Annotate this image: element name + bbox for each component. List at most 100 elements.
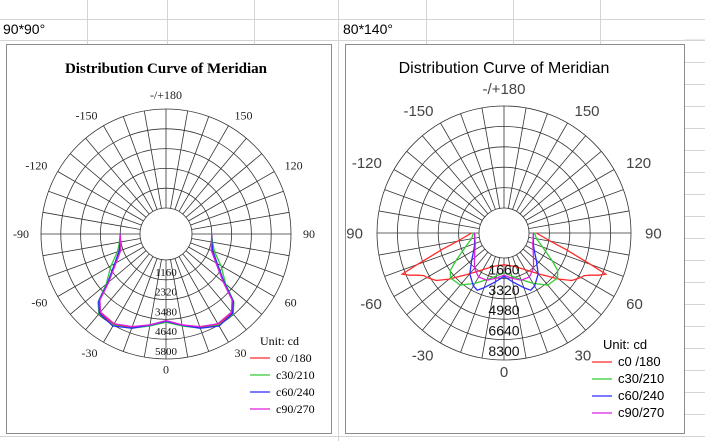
grid-circle xyxy=(478,207,530,259)
grid-spoke xyxy=(122,116,158,210)
angle-label: -60 xyxy=(360,296,382,313)
grid-spoke xyxy=(42,238,141,257)
grid-spoke xyxy=(170,110,189,209)
angle-label: 120 xyxy=(626,155,651,172)
grid-spoke xyxy=(512,256,548,353)
series-curve-1 xyxy=(97,233,235,329)
grid-spoke xyxy=(103,125,154,212)
legend-entry: c90/270 xyxy=(276,402,315,416)
grid-spoke xyxy=(525,169,615,221)
grid-spoke xyxy=(85,137,150,215)
radial-tick-label: 2320 xyxy=(155,287,178,299)
angle-label: -90 xyxy=(13,227,29,241)
chart-panel-1[interactable]: Distribution Curve of Meridian -/+180 -150… xyxy=(6,44,332,434)
series-curve-1 xyxy=(449,232,559,286)
grid-spoke xyxy=(522,151,602,218)
grid-spoke xyxy=(178,256,229,343)
grid-spoke xyxy=(422,251,489,331)
grid-spoke xyxy=(507,107,527,209)
radial-tick-label: 4640 xyxy=(155,326,178,338)
series-curve-2 xyxy=(98,234,234,329)
legend: Unit: cd c0 /180 c30/210 c60/240 c90/270 xyxy=(592,337,664,420)
grid-spoke xyxy=(522,248,602,315)
grid-spoke xyxy=(519,251,586,331)
legend-entry: c0 /180 xyxy=(618,354,661,369)
legend-entry: c90/270 xyxy=(618,405,664,420)
grid-spoke xyxy=(519,135,586,215)
grid-spoke xyxy=(191,238,290,257)
grid-spoke xyxy=(174,116,210,210)
grid-spoke xyxy=(481,257,501,359)
grid-spoke xyxy=(170,259,189,358)
angle-label: 30 xyxy=(575,347,592,364)
grid-spoke xyxy=(528,236,630,256)
legend-entry: c0 /180 xyxy=(276,351,312,365)
grid-spoke xyxy=(406,151,486,218)
grid-spoke xyxy=(440,122,492,212)
curves xyxy=(97,233,235,329)
grid-spoke xyxy=(188,246,275,297)
grid-spoke xyxy=(190,242,284,278)
grid-spoke xyxy=(378,210,480,230)
grid-spoke xyxy=(143,110,162,209)
angle-label: -120 xyxy=(352,155,382,172)
grid-spoke xyxy=(190,190,284,226)
chart-title: Distribution Curve of Meridian xyxy=(399,60,610,77)
grid-spoke xyxy=(460,256,496,353)
grid-spoke xyxy=(178,125,229,212)
radial-tick-label: 5800 xyxy=(155,346,178,358)
series-curve-3 xyxy=(99,233,233,328)
angle-label: 90 xyxy=(303,227,315,241)
angle-label: 120 xyxy=(285,159,303,173)
grid-spoke xyxy=(422,135,489,215)
polar-chart-2: Distribution Curve of Meridian -/+180 -150… xyxy=(346,60,664,420)
angle-label: 90 xyxy=(645,225,662,242)
legend-entry: c30/210 xyxy=(618,371,664,386)
grid-spoke xyxy=(182,253,247,331)
grid-spoke xyxy=(143,259,162,358)
grid-spoke xyxy=(406,248,486,315)
angle-label: 0 xyxy=(500,364,508,381)
chart-panel-2[interactable]: Distribution Curve of Meridian -/+180 -150… xyxy=(345,44,685,434)
angle-label: -150 xyxy=(403,103,433,120)
grid-spoke xyxy=(69,153,147,218)
grid-spoke xyxy=(48,190,142,226)
grid-spoke xyxy=(85,253,150,331)
legend-entry: c60/240 xyxy=(276,385,315,399)
grid-spoke xyxy=(393,245,483,297)
curves xyxy=(400,232,608,291)
grid-spoke xyxy=(527,189,624,225)
grid-spoke xyxy=(507,257,527,359)
grid-spoke xyxy=(103,256,154,343)
angle-label: 60 xyxy=(626,296,643,313)
angle-label: -30 xyxy=(82,346,98,360)
grid-circle xyxy=(139,207,193,261)
legend-entry: c30/210 xyxy=(276,368,315,382)
grid-spoke xyxy=(57,171,144,222)
grid-spoke xyxy=(384,189,481,225)
radial-tick-label: 6640 xyxy=(488,323,519,339)
series-curve-0 xyxy=(400,232,608,282)
radial-tick-label: 3480 xyxy=(155,306,178,318)
angle-label: -30 xyxy=(412,347,434,364)
radial-tick-label: 8300 xyxy=(488,343,519,359)
angle-label: 60 xyxy=(285,296,297,310)
angle-label: -120 xyxy=(25,159,47,173)
grid-spoke xyxy=(42,211,141,230)
grid-spoke xyxy=(460,113,496,210)
angle-label: 30 xyxy=(235,346,247,360)
legend-entry: c60/240 xyxy=(618,388,664,403)
angle-label: -/+180 xyxy=(483,81,526,98)
series-curve-3 xyxy=(473,232,535,281)
angle-label: 0 xyxy=(163,362,169,376)
cell-beam-angle-2[interactable]: 80*140° xyxy=(343,21,393,37)
grid-spoke xyxy=(48,242,142,278)
radial-tick-label: 1660 xyxy=(488,261,519,277)
grid-spoke xyxy=(188,171,275,222)
grid-spoke xyxy=(516,122,568,212)
unit-label: Unit: cd xyxy=(260,334,299,348)
cell-beam-angle-1[interactable]: 90*90° xyxy=(3,21,46,37)
legend: Unit: cd c0 /180 c30/210 c60/240 c90/270 xyxy=(250,334,315,416)
polar-chart-1: Distribution Curve of Meridian -/+180 -150… xyxy=(13,61,315,416)
